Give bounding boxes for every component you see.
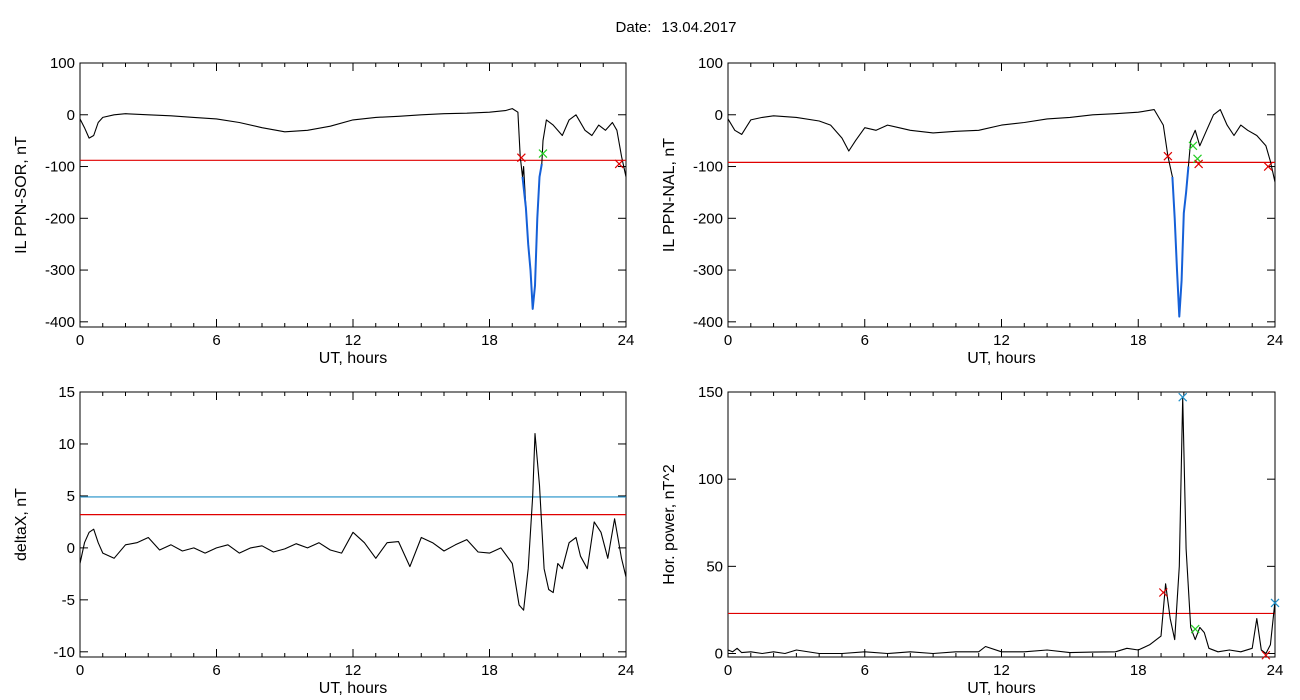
x-tick-label: 6 (212, 332, 220, 349)
event-marker (614, 159, 624, 169)
x-axis-label: UT, hours (967, 680, 1035, 697)
plot-frame (79, 391, 627, 658)
event-marker (1163, 151, 1173, 161)
event-marker (1194, 159, 1204, 169)
x-tick-label: 12 (993, 332, 1010, 349)
x-tick-label: 12 (993, 662, 1010, 679)
y-axis-label: IL PPN-NAL, nT (661, 138, 678, 252)
y-tick-label: -200 (45, 210, 75, 227)
chart-hor-power: 0 6 12 18 24 150 100 50 0 UT, hours Hor. power, nT… (661, 384, 1283, 697)
event-marker (1158, 588, 1168, 597)
event-marker (516, 153, 526, 163)
event-marker (1178, 392, 1188, 402)
y-tick-label: 100 (698, 55, 723, 72)
y-tick-label: 100 (50, 55, 75, 72)
chart-delta-x: 0 6 12 18 24 15 10 5 0 -5 -10 UT, hours deltaX, nT (13, 384, 634, 697)
y-tick-label: 0 (67, 540, 75, 557)
x-tick-label: 18 (1130, 662, 1147, 679)
x-axis-label: UT, hours (319, 350, 387, 367)
y-tick-label: -100 (45, 159, 75, 176)
y-tick-label: -200 (693, 210, 723, 227)
plot-frame (79, 62, 627, 328)
series-line (80, 108, 626, 310)
x-axis-label: UT, hours (967, 350, 1035, 367)
series-line (728, 109, 1275, 318)
y-tick-label: 10 (58, 436, 75, 453)
date-value: 13.04.2017 (661, 19, 737, 36)
x-tick-label: 18 (1130, 332, 1147, 349)
x-tick-label: 12 (345, 332, 362, 349)
y-tick-label: 0 (67, 107, 75, 124)
event-marker (1261, 650, 1271, 660)
event-marker (1188, 141, 1198, 151)
y-axis-label: deltaX, nT (13, 488, 30, 561)
x-axis-label: UT, hours (319, 680, 387, 697)
x-tick-label: 18 (481, 332, 498, 349)
y-tick-label: -100 (693, 159, 723, 176)
y-tick-label: 0 (715, 107, 723, 124)
series-line (80, 433, 626, 611)
page-title: Date: 13.04.2017 (0, 19, 1300, 36)
x-tick-label: 24 (1267, 332, 1284, 349)
x-tick-label: 0 (76, 662, 84, 679)
y-tick-label: 100 (698, 471, 723, 488)
plot-frame (727, 391, 1276, 658)
series-line (728, 396, 1275, 655)
y-tick-label: 0 (715, 646, 723, 663)
x-tick-label: 18 (481, 662, 498, 679)
substorm-segment (1171, 166, 1190, 318)
x-tick-label: 0 (76, 332, 84, 349)
x-tick-label: 6 (212, 662, 220, 679)
x-tick-label: 12 (345, 662, 362, 679)
y-tick-label: -400 (693, 314, 723, 331)
y-tick-label: 5 (67, 488, 75, 505)
y-tick-label: 15 (58, 384, 75, 401)
x-tick-label: 24 (618, 332, 635, 349)
x-tick-label: 24 (618, 662, 635, 679)
plot-frame (727, 62, 1276, 328)
x-tick-label: 6 (861, 662, 869, 679)
chart-il-sor: 0 6 12 18 24 100 0 -100 -200 -300 -400 UT, hours IL … (13, 55, 634, 367)
y-tick-label: 150 (698, 384, 723, 401)
y-tick-label: -400 (45, 314, 75, 331)
event-marker (538, 149, 548, 159)
chart-il-nal: 0 6 12 18 24 100 0 -100 -200 -300 -400 UT, hours IL … (661, 55, 1283, 367)
event-marker (1270, 598, 1280, 608)
y-tick-label: -300 (693, 262, 723, 279)
substorm-segment (521, 163, 543, 310)
x-tick-label: 0 (724, 332, 732, 349)
y-tick-label: -5 (62, 592, 75, 609)
event-marker (1263, 162, 1273, 171)
y-tick-label: -10 (53, 644, 75, 661)
y-axis-label: Hor. power, nT^2 (661, 464, 678, 585)
date-label: Date: (615, 19, 652, 36)
event-marker (1190, 624, 1200, 634)
y-tick-label: 50 (706, 558, 723, 575)
x-tick-label: 24 (1267, 662, 1284, 679)
event-marker (1193, 154, 1202, 164)
x-tick-label: 0 (724, 662, 732, 679)
y-tick-label: -300 (45, 262, 75, 279)
x-tick-label: 6 (861, 332, 869, 349)
y-axis-label: IL PPN-SOR, nT (13, 136, 30, 254)
